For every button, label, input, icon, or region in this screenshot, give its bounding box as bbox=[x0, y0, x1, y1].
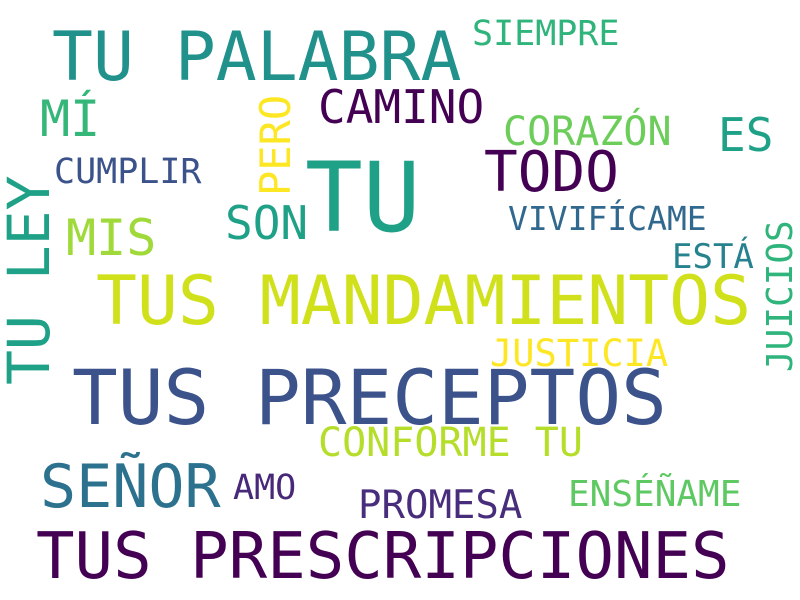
word-ensename: ENSÉÑAME bbox=[568, 474, 742, 515]
word-senor: SEÑOR bbox=[40, 452, 221, 522]
word-siempre: SIEMPRE bbox=[472, 14, 620, 54]
word-es: ES bbox=[718, 108, 774, 162]
word-conforme-tu: CONFORME TU bbox=[318, 420, 583, 466]
word-tu-ley: TU LEY bbox=[0, 175, 63, 385]
word-vivificame: VIVIFÍCAME bbox=[508, 199, 707, 238]
word-amo: AMO bbox=[233, 468, 297, 508]
word-esta: ESTÁ bbox=[672, 237, 754, 277]
word-cumplir: CUMPLIR bbox=[54, 152, 202, 192]
word-tu-palabra: TU PALABRA bbox=[52, 18, 462, 97]
word-mis: MIS bbox=[66, 209, 157, 267]
word-tus-prescripciones: TUS PRESCRIPCIONES bbox=[36, 520, 730, 594]
word-mi: MÍ bbox=[40, 90, 101, 148]
word-pero: PERO bbox=[251, 94, 300, 196]
word-tus-preceptos: TUS PRECEPTOS bbox=[72, 353, 667, 442]
word-corazon: CORAZÓN bbox=[503, 109, 672, 155]
word-camino: CAMINO bbox=[318, 80, 485, 134]
word-promesa: PROMESA bbox=[358, 483, 523, 528]
word-todo: TODO bbox=[484, 140, 619, 205]
word-juicios: JUICIOS bbox=[760, 220, 800, 372]
word-justicia: JUSTICIA bbox=[490, 332, 669, 375]
word-son: SON bbox=[225, 196, 309, 250]
word-tu: TU bbox=[305, 142, 421, 254]
word-tus-mandamientos: TUS MANDAMIENTOS bbox=[96, 262, 752, 341]
